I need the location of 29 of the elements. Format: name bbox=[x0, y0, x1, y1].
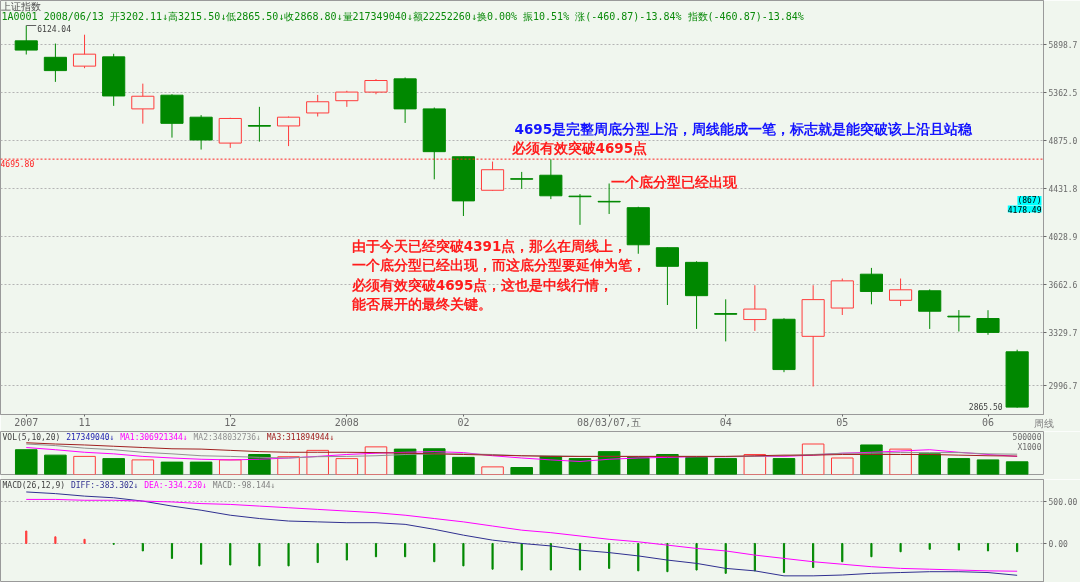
bar bbox=[14, 449, 38, 475]
bar bbox=[44, 454, 67, 475]
bar bbox=[160, 461, 184, 475]
bar bbox=[452, 456, 475, 475]
chart-title: VOL(5,10,20) bbox=[2, 432, 61, 442]
bar bbox=[918, 453, 941, 475]
bar bbox=[510, 467, 533, 475]
bar bbox=[772, 458, 796, 475]
annotation: MACD:-98.144↓ bbox=[212, 480, 276, 490]
bar bbox=[976, 459, 1000, 475]
series-label: DEA:-334.230↓ bbox=[144, 480, 207, 490]
series-label: MA3:311894944↓ bbox=[266, 432, 335, 442]
chart-title: MACD(26,12,9) bbox=[2, 480, 66, 490]
series-label: MA1:306921344↓ bbox=[120, 432, 188, 442]
text: 500000 bbox=[1012, 432, 1042, 442]
y-tick-label: 500.00 bbox=[1048, 498, 1078, 508]
bar bbox=[189, 461, 213, 475]
series-label: MA2:348032736↓ bbox=[193, 432, 261, 442]
series-label: DIFF:-383.302↓ bbox=[70, 480, 139, 490]
bar bbox=[656, 453, 679, 475]
y-tick-label: 0.00 bbox=[1048, 539, 1068, 549]
bar bbox=[626, 456, 650, 475]
bar bbox=[714, 458, 737, 475]
bar bbox=[1005, 461, 1029, 475]
bar bbox=[102, 458, 125, 475]
bar bbox=[947, 458, 971, 475]
bar bbox=[685, 456, 708, 475]
text: 217349040↓ bbox=[66, 432, 115, 442]
annotation: X1000 bbox=[1017, 442, 1042, 452]
